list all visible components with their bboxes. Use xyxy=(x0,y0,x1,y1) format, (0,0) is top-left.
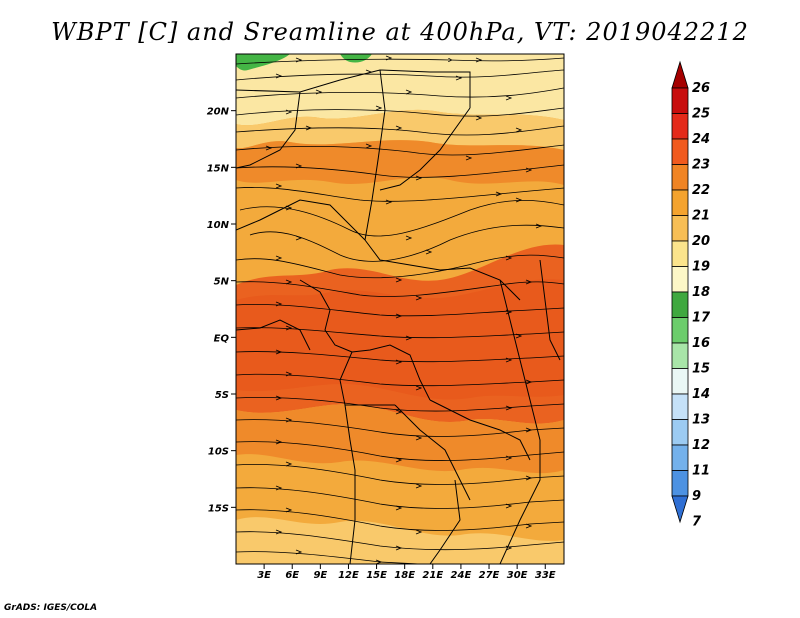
colorbar-label: 14 xyxy=(692,387,710,402)
colorbar-swatch xyxy=(671,164,689,191)
colorbar-swatch xyxy=(671,215,689,242)
colorbar-label: 24 xyxy=(692,132,710,147)
colorbar-label: 17 xyxy=(692,311,711,326)
colorbar-label: 25 xyxy=(692,107,710,122)
colorbar-label: 22 xyxy=(692,183,710,198)
colorbar-label: 15 xyxy=(692,362,710,377)
lat-tick-label: 20N xyxy=(207,107,230,118)
colorbar-swatch xyxy=(671,342,689,369)
colorbar-label: 12 xyxy=(692,438,710,453)
colorbar-label: 16 xyxy=(692,336,710,351)
longitude-axis: 3E 6E 9E 12E 15E 18E 21E 24E 27E 30E 33E xyxy=(257,564,556,581)
colorbar-label: 19 xyxy=(692,260,710,275)
lon-tick-label: 18E xyxy=(394,570,415,581)
colorbar-swatch xyxy=(671,266,689,293)
lon-tick-label: 27E xyxy=(479,570,500,581)
wbpt-band-18-n xyxy=(340,54,372,63)
lat-tick-label: 10N xyxy=(207,220,230,231)
colorbar-swatch xyxy=(671,113,689,140)
latitude-axis: 20N 15N 10N 5N EQ 5S 10S 15S xyxy=(207,107,236,514)
lat-tick-label: 15N xyxy=(207,163,230,174)
colorbar-swatch xyxy=(671,87,689,114)
lon-tick-label: 24E xyxy=(451,570,472,581)
wbpt-band-22-south xyxy=(236,404,564,474)
colorbar-label: 20 xyxy=(692,234,710,249)
lon-tick-label: 15E xyxy=(366,570,387,581)
colorbar-swatch xyxy=(671,138,689,165)
lon-tick-label: 3E xyxy=(257,570,271,581)
colorbar-label: 7 xyxy=(692,515,702,530)
colorbar-label: 13 xyxy=(692,413,710,428)
lat-tick-label: EQ xyxy=(214,333,230,344)
colorbar-swatch xyxy=(671,419,689,446)
lon-tick-label: 9E xyxy=(313,570,327,581)
plot-area xyxy=(236,54,564,564)
colorbar: 26 25 24 23 22 21 20 19 18 17 16 15 14 13 12 11 9 7 xyxy=(671,60,711,530)
colorbar-label: 9 xyxy=(692,489,701,504)
lat-tick-label: 15S xyxy=(208,503,229,514)
colorbar-swatch xyxy=(671,317,689,344)
colorbar-label: 11 xyxy=(692,464,710,479)
colorbar-label: 23 xyxy=(692,158,710,173)
lon-tick-label: 6E xyxy=(285,570,299,581)
lon-tick-label: 33E xyxy=(535,570,556,581)
lon-tick-label: 21E xyxy=(422,570,443,581)
grads-credit: GrADS: IGES/COLA xyxy=(4,603,98,613)
colorbar-label: 18 xyxy=(692,285,710,300)
colorbar-swatch xyxy=(671,240,689,267)
colorbar-swatch xyxy=(671,189,689,216)
colorbar-label: 21 xyxy=(692,209,710,224)
colorbar-swatch xyxy=(671,444,689,471)
streamline-arrows xyxy=(265,55,543,564)
colorbar-bottom-arrow xyxy=(671,495,689,524)
colorbar-swatch xyxy=(671,393,689,420)
colorbar-label: 26 xyxy=(692,81,710,96)
lat-tick-label: 5S xyxy=(215,390,229,401)
wbpt-band-19-north xyxy=(236,54,564,126)
colorbar-swatch xyxy=(671,291,689,318)
lat-tick-label: 10S xyxy=(208,447,229,458)
country-borders xyxy=(236,69,561,564)
colorbar-swatch xyxy=(671,368,689,395)
lon-tick-label: 30E xyxy=(507,570,528,581)
lat-tick-label: 5N xyxy=(214,277,230,288)
wbpt-band-20-south xyxy=(236,517,564,564)
wbpt-band-23-core xyxy=(236,279,564,400)
plot-frame xyxy=(235,53,565,565)
lon-tick-label: 12E xyxy=(338,570,359,581)
map-title: WBPT [C] and Sreamline at 400hPa, VT: 20… xyxy=(51,18,749,46)
colorbar-swatch xyxy=(671,470,689,497)
colorbar-top-arrow xyxy=(671,60,689,89)
